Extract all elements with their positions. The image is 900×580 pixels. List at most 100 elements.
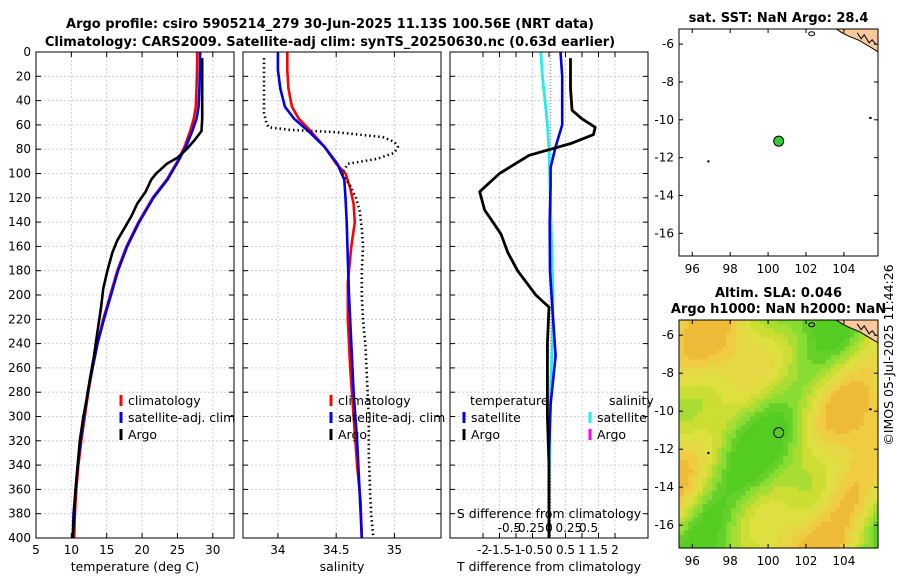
sla-cell	[859, 337, 865, 343]
sla-cell	[726, 381, 732, 387]
sla-cell	[830, 434, 836, 439]
sla-cell	[726, 447, 732, 453]
sla-cell	[693, 504, 699, 510]
sla-cell	[735, 517, 742, 523]
sla-cell	[868, 337, 874, 343]
sla-cell	[863, 381, 870, 387]
sla-cell	[859, 416, 865, 422]
sla-cell	[697, 477, 704, 483]
sla-cell	[707, 403, 713, 409]
sla-cell	[830, 539, 836, 545]
sla-cell	[764, 385, 770, 391]
sla-cell	[868, 539, 874, 545]
sla-cell	[840, 495, 846, 501]
sla-cell	[859, 420, 865, 426]
sla-cell	[825, 398, 832, 404]
sla-cell	[863, 407, 870, 413]
sla-cell	[702, 447, 709, 453]
sla-cell	[802, 359, 808, 365]
sla-cell	[783, 543, 789, 549]
sla-cell	[802, 429, 808, 435]
sla-cell	[802, 460, 808, 466]
sla-cell	[721, 368, 727, 374]
sla-cell	[707, 337, 713, 343]
sla-cell	[787, 394, 794, 400]
sla-cell	[873, 390, 879, 396]
sla-cell	[835, 328, 841, 334]
sla-cell	[769, 350, 775, 356]
depth-tick-label: 80	[16, 142, 31, 156]
sla-cell	[716, 320, 723, 325]
sla-cell	[750, 460, 756, 466]
sla-cell	[806, 355, 813, 361]
sla-cell	[783, 517, 789, 523]
sla-cell	[702, 482, 709, 488]
sla-cell	[679, 521, 685, 527]
sla-cell	[721, 482, 727, 488]
sla-cell	[868, 504, 874, 510]
sla-cell	[726, 539, 732, 545]
sla-cell	[740, 333, 746, 339]
sla-cell	[849, 403, 855, 409]
sla-cell	[778, 543, 784, 549]
sla-cell	[731, 455, 737, 461]
diff-legend-s-satellite-label: satellite	[597, 410, 647, 425]
sla-cell	[787, 530, 794, 536]
sla-cell	[683, 394, 690, 400]
sla-cell	[863, 350, 870, 356]
temperature-panel: 0204060801001201401601802002202402602803…	[8, 45, 235, 574]
sla-cell	[844, 464, 851, 470]
sla-cell	[840, 530, 846, 536]
lon-tick-label: 96	[685, 554, 700, 568]
sla-cell	[745, 429, 751, 435]
sla-cell	[844, 429, 851, 435]
sla-cell	[811, 412, 818, 418]
sla-cell	[702, 385, 709, 391]
sla-cell	[792, 394, 799, 400]
sla-cell	[750, 377, 756, 382]
sla-cell	[688, 539, 694, 545]
sla-cell	[693, 403, 699, 409]
sla-cell	[773, 543, 780, 549]
sla-cell	[873, 495, 879, 501]
sla-cell	[769, 324, 775, 330]
sla-cell	[726, 368, 732, 374]
map-frame	[678, 319, 879, 549]
sla-cell	[830, 372, 836, 378]
sla-cell	[873, 407, 879, 413]
sla-cell	[735, 512, 742, 518]
sla-cell	[773, 526, 780, 532]
sla-cell	[769, 482, 775, 488]
coast-detail	[856, 323, 877, 337]
sla-cell	[792, 508, 799, 514]
sla-cell	[811, 534, 818, 540]
sla-cell	[679, 517, 685, 523]
sla-cell	[859, 398, 865, 404]
axes-frame	[35, 51, 235, 539]
sla-cell	[679, 442, 685, 448]
sla-cell	[840, 512, 846, 518]
sla-cell	[849, 420, 855, 426]
sla-cell	[712, 482, 718, 488]
sla-cell	[712, 495, 718, 501]
copyright-stamp: ©IMOS 05-Jul-2025 11:44:26	[881, 264, 896, 445]
sla-cell	[792, 504, 799, 510]
sla-cell	[873, 455, 879, 461]
sla-cell	[721, 521, 727, 527]
diff-t-satellite-line	[547, 51, 564, 538]
sla-cell	[702, 337, 709, 343]
sla-cell	[821, 337, 827, 343]
sla-cell	[849, 429, 855, 435]
sla-cell	[754, 526, 761, 532]
sla-cell	[712, 359, 718, 365]
sla-cell	[783, 368, 789, 374]
sla-cell	[816, 438, 822, 444]
sla-cell	[721, 438, 727, 444]
sla-cell	[830, 328, 836, 334]
sla-cell	[693, 394, 699, 400]
sla-cell	[702, 398, 709, 404]
sla-cell	[844, 469, 851, 475]
diff-s-tick-label: -0.5	[498, 521, 521, 535]
sla-cell	[683, 534, 690, 540]
